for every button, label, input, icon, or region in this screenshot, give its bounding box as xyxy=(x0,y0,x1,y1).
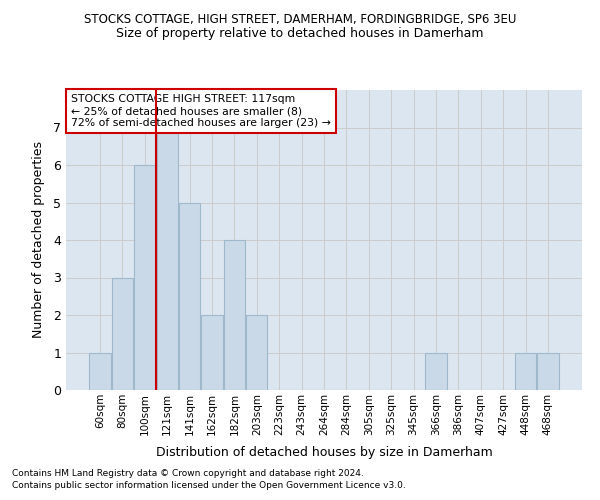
Text: Contains HM Land Registry data © Crown copyright and database right 2024.: Contains HM Land Registry data © Crown c… xyxy=(12,468,364,477)
Bar xyxy=(179,202,200,390)
Bar xyxy=(112,278,133,390)
Text: STOCKS COTTAGE HIGH STREET: 117sqm
← 25% of detached houses are smaller (8)
72% : STOCKS COTTAGE HIGH STREET: 117sqm ← 25%… xyxy=(71,94,331,128)
Bar xyxy=(537,352,559,390)
Bar xyxy=(89,352,111,390)
Bar xyxy=(425,352,446,390)
Text: STOCKS COTTAGE, HIGH STREET, DAMERHAM, FORDINGBRIDGE, SP6 3EU: STOCKS COTTAGE, HIGH STREET, DAMERHAM, F… xyxy=(84,12,516,26)
X-axis label: Distribution of detached houses by size in Damerham: Distribution of detached houses by size … xyxy=(155,446,493,459)
Bar xyxy=(134,165,155,390)
Bar xyxy=(515,352,536,390)
Bar xyxy=(246,315,268,390)
Y-axis label: Number of detached properties: Number of detached properties xyxy=(32,142,45,338)
Text: Size of property relative to detached houses in Damerham: Size of property relative to detached ho… xyxy=(116,28,484,40)
Bar xyxy=(224,240,245,390)
Bar xyxy=(202,315,223,390)
Bar xyxy=(157,128,178,390)
Text: Contains public sector information licensed under the Open Government Licence v3: Contains public sector information licen… xyxy=(12,481,406,490)
